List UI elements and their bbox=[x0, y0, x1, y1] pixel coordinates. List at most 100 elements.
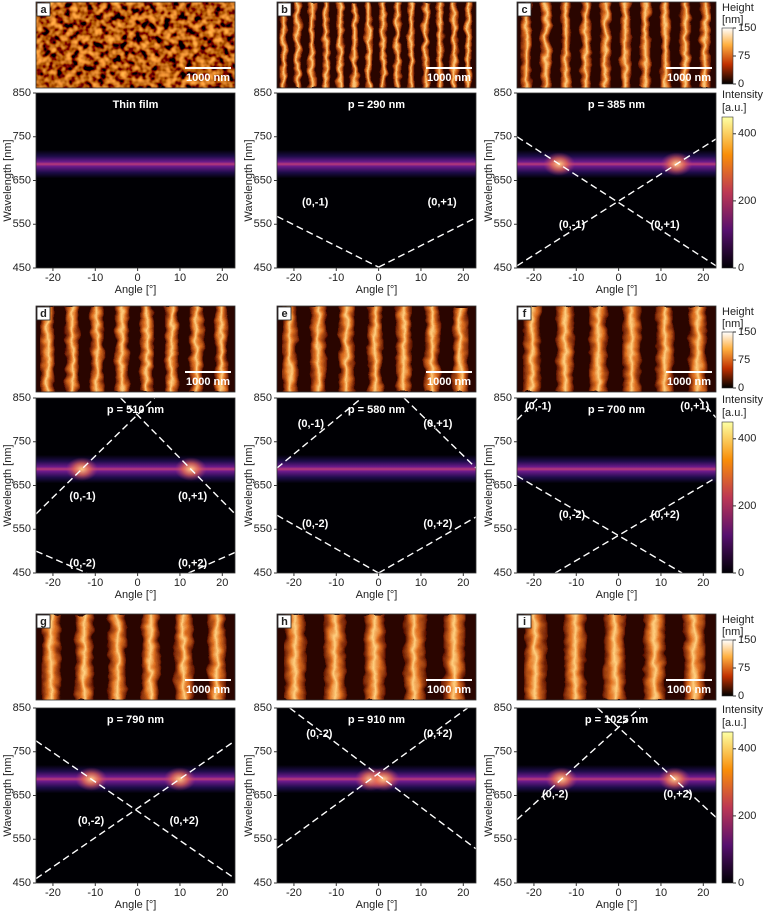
scale-bar-label: 1000 nm bbox=[667, 72, 711, 84]
plot-area bbox=[277, 398, 476, 573]
afm-stripe bbox=[655, 306, 674, 392]
x-tick-label: -10 bbox=[568, 577, 584, 589]
y-axis-label: Wavelength [nm] bbox=[483, 139, 495, 221]
plot-area bbox=[517, 398, 716, 573]
colorbar-tick-label: 200 bbox=[738, 810, 756, 822]
emission-band bbox=[36, 149, 235, 179]
plot-area bbox=[517, 708, 716, 883]
x-tick-label: -20 bbox=[45, 887, 61, 899]
order-label: (0,+1) bbox=[651, 219, 680, 231]
afm-stripe bbox=[363, 614, 386, 700]
panel-letter: f bbox=[523, 308, 527, 320]
y-tick-label: 450 bbox=[494, 262, 512, 274]
y-tick-label: 450 bbox=[254, 877, 272, 889]
panel-letter-box bbox=[36, 306, 51, 321]
order-label: (0,+2) bbox=[423, 518, 452, 530]
afm-stripe bbox=[639, 2, 651, 88]
y-tick-label: 750 bbox=[13, 436, 31, 448]
diffraction-line bbox=[403, 398, 476, 469]
colorbar-tick-label: 0 bbox=[738, 262, 744, 274]
x-tick-label: -20 bbox=[526, 887, 542, 899]
x-axis-label: Angle [°] bbox=[356, 589, 398, 601]
afm-frame bbox=[516, 613, 717, 701]
x-tick-label: 0 bbox=[376, 272, 382, 284]
diffraction-line bbox=[698, 398, 716, 419]
diffraction-line bbox=[517, 136, 716, 267]
colorbar-title: Intensity bbox=[722, 89, 763, 101]
panel-letter: c bbox=[521, 4, 527, 16]
x-tick-label: -20 bbox=[45, 577, 61, 589]
afm-stripe bbox=[322, 2, 331, 88]
order-label: (0,+1) bbox=[428, 196, 457, 208]
plot-area bbox=[36, 708, 235, 883]
x-tick-label: -20 bbox=[286, 272, 302, 284]
y-tick-label: 750 bbox=[494, 746, 512, 758]
x-tick-label: 0 bbox=[376, 577, 382, 589]
y-tick-label: 750 bbox=[494, 131, 512, 143]
panel-letter-box bbox=[277, 614, 292, 629]
x-tick-label: 10 bbox=[655, 577, 667, 589]
y-axis-label: Wavelength [nm] bbox=[243, 754, 255, 836]
panel-letter: h bbox=[281, 616, 288, 628]
afm-stripe bbox=[75, 614, 94, 700]
y-tick-label: 550 bbox=[13, 833, 31, 845]
x-tick-label: 20 bbox=[697, 887, 709, 899]
plot-title: p = 1025 nm bbox=[585, 714, 649, 726]
order-label: (0,-2) bbox=[542, 789, 569, 801]
x-tick-label: 20 bbox=[697, 577, 709, 589]
y-tick-label: 450 bbox=[494, 877, 512, 889]
afm-texture bbox=[36, 2, 235, 88]
colorbar bbox=[721, 27, 734, 85]
diffraction-line bbox=[378, 217, 476, 268]
panel-letter-box bbox=[517, 306, 532, 321]
afm-stripe bbox=[40, 306, 55, 392]
plot-background bbox=[517, 93, 716, 268]
order-label: (0,-2) bbox=[306, 728, 333, 740]
afm-frame bbox=[35, 1, 236, 89]
afm-stripe bbox=[189, 306, 204, 392]
diffraction-line bbox=[517, 708, 641, 821]
afm-stripe bbox=[643, 614, 666, 700]
afm-stripe bbox=[279, 2, 288, 88]
order-label: (0,-2) bbox=[559, 509, 586, 521]
colorbar-tick-label: 75 bbox=[738, 354, 750, 366]
y-tick-label: 750 bbox=[494, 436, 512, 448]
x-tick-label: 10 bbox=[415, 577, 427, 589]
afm-stripe bbox=[395, 306, 412, 392]
panel-letter: d bbox=[40, 308, 47, 320]
diffraction-line bbox=[517, 475, 683, 573]
colorbar-unit: [a.u.] bbox=[722, 717, 746, 729]
afm-stripe bbox=[403, 614, 426, 700]
x-tick-label: -10 bbox=[87, 577, 103, 589]
scale-bar-label: 1000 nm bbox=[667, 684, 711, 696]
y-tick-label: 450 bbox=[13, 567, 31, 579]
x-tick-label: 0 bbox=[376, 887, 382, 899]
x-tick-label: 20 bbox=[457, 887, 469, 899]
afm-frame bbox=[516, 1, 717, 89]
diffraction-line bbox=[596, 708, 716, 818]
y-tick-label: 850 bbox=[13, 392, 31, 404]
colorbar-title: Height bbox=[722, 614, 754, 626]
afm-image bbox=[276, 613, 477, 701]
plot-background bbox=[517, 708, 716, 883]
plot-title: p = 580 nm bbox=[348, 404, 405, 416]
afm-stripes bbox=[284, 614, 466, 700]
diffraction-line bbox=[554, 477, 716, 573]
afm-stripe bbox=[284, 614, 307, 700]
colorbar-tick-label: 150 bbox=[738, 634, 756, 646]
afm-stripe bbox=[522, 306, 542, 392]
colorbar-title: Intensity bbox=[722, 704, 763, 716]
colorbar-unit: [a.u.] bbox=[722, 102, 746, 114]
afm-stripe bbox=[560, 2, 572, 88]
afm-stripe bbox=[393, 2, 402, 88]
afm-stripe bbox=[139, 306, 154, 392]
colorbar bbox=[721, 421, 734, 574]
x-tick-label: -20 bbox=[45, 272, 61, 284]
afm-stripe bbox=[424, 306, 440, 392]
colorbar-tick-label: 400 bbox=[738, 743, 756, 755]
y-axis-label: Wavelength [nm] bbox=[483, 754, 495, 836]
scale-bar-label: 1000 nm bbox=[667, 376, 711, 388]
x-tick-label: -20 bbox=[286, 577, 302, 589]
colorbar-tick-label: 0 bbox=[738, 877, 744, 889]
y-tick-label: 550 bbox=[494, 833, 512, 845]
